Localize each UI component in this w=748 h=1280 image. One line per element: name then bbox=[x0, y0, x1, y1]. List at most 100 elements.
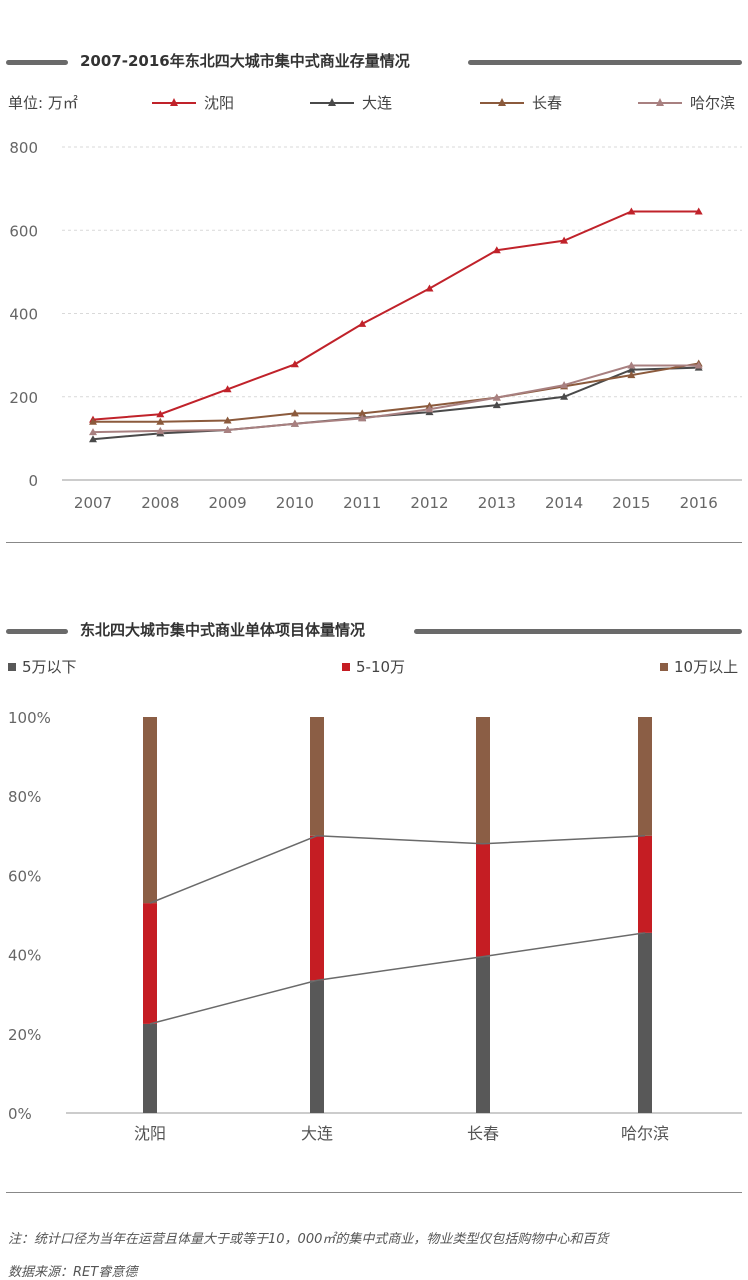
data-point bbox=[492, 401, 501, 409]
x-tick-label: 长春 bbox=[467, 1124, 499, 1143]
legend-item: 5-10万 bbox=[342, 656, 405, 677]
legend-swatch bbox=[660, 662, 668, 671]
data-point bbox=[223, 385, 232, 393]
data-point bbox=[156, 426, 165, 434]
data-point bbox=[425, 284, 434, 292]
series-line-1 bbox=[92, 366, 699, 441]
data-point bbox=[358, 319, 367, 327]
y-tick-label: 400 bbox=[9, 306, 38, 324]
x-tick-label: 2011 bbox=[343, 494, 381, 512]
x-tick-label: 大连 bbox=[301, 1124, 333, 1143]
series-line-3 bbox=[92, 364, 699, 434]
y-tick-label: 40% bbox=[8, 947, 41, 965]
bar-segment bbox=[143, 1023, 157, 1113]
data-point bbox=[492, 393, 501, 401]
series-line-0 bbox=[92, 210, 699, 421]
legend-label: 5-10万 bbox=[356, 658, 406, 676]
footer-source: 数据来源：RET睿意德 bbox=[8, 1265, 138, 1280]
legend-marker bbox=[170, 97, 178, 106]
legend-marker bbox=[656, 97, 664, 106]
bar-segment bbox=[476, 956, 490, 1113]
y-tick-label: 0% bbox=[8, 1105, 32, 1123]
x-tick-label: 沈阳 bbox=[134, 1124, 166, 1143]
title-rule-left bbox=[6, 60, 68, 65]
chart1-line-chart: 0 200 400 600 800 2007 2008 2009 2010 2011 2012 201… bbox=[9, 139, 742, 512]
x-tick-label: 2007 bbox=[74, 494, 112, 512]
legend-label: 长春 bbox=[532, 94, 563, 112]
data-point bbox=[492, 246, 501, 254]
data-point bbox=[358, 414, 367, 422]
legend-label: 大连 bbox=[362, 94, 393, 112]
x-tick-label: 2014 bbox=[545, 494, 583, 512]
bar-segment bbox=[638, 835, 652, 933]
legend-swatch bbox=[8, 662, 16, 671]
data-point bbox=[560, 236, 569, 244]
legend-swatch bbox=[152, 97, 196, 106]
bar-segment bbox=[310, 835, 324, 981]
x-tick-label: 2008 bbox=[141, 494, 179, 512]
y-tick-label: 800 bbox=[9, 139, 38, 157]
x-tick-label: 2016 bbox=[680, 494, 718, 512]
data-point bbox=[290, 419, 299, 427]
data-point bbox=[694, 207, 703, 215]
y-tick-label: 20% bbox=[8, 1026, 41, 1044]
y-tick-label: 200 bbox=[9, 389, 38, 407]
legend-label: 沈阳 bbox=[204, 94, 235, 112]
x-tick-label: 2012 bbox=[410, 494, 448, 512]
bar-segment bbox=[638, 932, 652, 1113]
data-point bbox=[627, 207, 636, 215]
data-point bbox=[694, 361, 703, 369]
legend-marker bbox=[328, 97, 336, 106]
y-tick-label: 100% bbox=[8, 709, 51, 727]
series-line-2 bbox=[93, 362, 699, 423]
bar-segment bbox=[476, 717, 490, 844]
legend-item: 沈阳 bbox=[150, 92, 234, 113]
bar-segment bbox=[310, 717, 324, 836]
data-point bbox=[627, 371, 636, 379]
legend-item: 大连 bbox=[308, 92, 392, 113]
y-tick-label: 600 bbox=[9, 222, 38, 240]
x-tick-label: 哈尔滨 bbox=[621, 1124, 669, 1143]
title-rule-right bbox=[414, 629, 742, 634]
footer-note: 注：统计口径为当年在运营且体量大于或等于10，000㎡的集中式商业，物业类型仅包… bbox=[8, 1232, 609, 1247]
legend-item: 5万以下 bbox=[8, 656, 77, 677]
legend-item: 10万以上 bbox=[660, 656, 738, 677]
legend-marker bbox=[498, 97, 506, 106]
bar-segment bbox=[476, 843, 490, 957]
divider-2 bbox=[6, 1192, 742, 1193]
legend-swatch bbox=[480, 97, 524, 106]
chart1-title: 2007-2016年东北四大城市集中式商业存量情况 bbox=[80, 52, 410, 70]
data-point bbox=[425, 405, 434, 413]
y-tick-label: 60% bbox=[8, 867, 41, 885]
y-tick-label: 80% bbox=[8, 788, 41, 806]
bar-segment bbox=[143, 717, 157, 904]
boundary-line-0 bbox=[149, 932, 646, 1025]
x-tick-label: 2009 bbox=[209, 494, 247, 512]
data-point bbox=[560, 381, 569, 389]
data-point bbox=[156, 410, 165, 418]
x-tick-label: 2013 bbox=[478, 494, 516, 512]
chart2-stacked-bar-chart: 0% 20% 40% 60% 80% 100% 沈阳 大连 长春 哈尔滨 bbox=[8, 709, 742, 1143]
legend-label: 哈尔滨 bbox=[690, 94, 736, 112]
data-point bbox=[290, 409, 299, 417]
y-tick-label: 0 bbox=[28, 472, 38, 490]
data-point bbox=[290, 360, 299, 368]
chart1-unit-label: 单位: 万㎡ bbox=[8, 94, 78, 112]
bar-segment bbox=[310, 980, 324, 1113]
chart1-title-row: 2007-2016年东北四大城市集中式商业存量情况 bbox=[0, 50, 748, 74]
title-rule-right bbox=[468, 60, 742, 65]
x-tick-label: 2015 bbox=[612, 494, 650, 512]
data-point bbox=[156, 417, 165, 425]
data-point bbox=[627, 365, 636, 373]
bar-segment bbox=[638, 717, 652, 836]
data-point bbox=[560, 392, 569, 400]
legend-swatch bbox=[638, 97, 682, 106]
data-point bbox=[358, 409, 367, 417]
divider-1 bbox=[6, 542, 742, 543]
legend-label: 5万以下 bbox=[22, 658, 77, 676]
chart2-title-row: 东北四大城市集中式商业单体项目体量情况 bbox=[0, 619, 748, 643]
boundary-line-1 bbox=[149, 835, 646, 904]
bar-segment bbox=[143, 903, 157, 1024]
x-tick-label: 2010 bbox=[276, 494, 314, 512]
data-point bbox=[89, 435, 97, 443]
